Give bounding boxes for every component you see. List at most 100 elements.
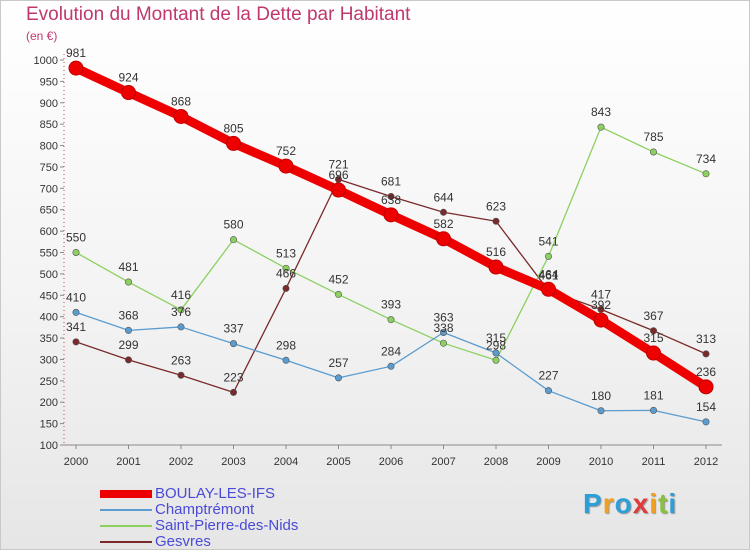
data-label: 368 [118,308,138,322]
data-label: 696 [328,168,348,182]
data-point [282,264,290,272]
data-label: 924 [118,71,138,85]
data-label: 284 [381,344,401,358]
data-point [278,158,294,174]
legend: BOULAY-LES-IFS Champtrémont Saint-Pierre-d… [100,485,350,550]
data-point [593,312,609,328]
data-point [646,345,661,361]
y-tick-label: 200 [40,397,58,409]
data-label: 805 [223,121,243,135]
data-point [125,278,133,286]
data-label: 752 [276,144,296,158]
x-tick-label: 2000 [64,456,88,468]
y-tick-label: 950 [40,76,58,88]
series-line-boulay-les-ifs [71,63,711,392]
data-point [436,231,451,247]
data-point [387,192,395,200]
data-label: 734 [696,152,716,166]
data-label: 393 [381,298,401,312]
data-label: 410 [66,290,86,304]
data-point [544,252,552,260]
legend-label: Champtrémont [155,501,255,518]
data-point [439,208,447,216]
data-point [492,356,500,364]
data-point [698,379,714,395]
y-tick-label: 350 [40,333,58,345]
data-label: 416 [171,288,191,302]
data-point [702,418,710,426]
y-tick-label: 450 [40,290,58,302]
data-point [649,327,657,335]
data-label: 513 [276,246,296,260]
data-point [177,323,185,331]
data-label: 623 [486,199,506,213]
data-point [226,135,241,151]
x-tick-label: 2008 [484,456,508,468]
data-point [173,108,189,124]
legend-label: Saint-Pierre-des-Nids [155,517,299,534]
data-label: 363 [433,310,453,324]
unit-label: (en €) [26,29,58,43]
data-point [230,388,238,396]
data-label: 644 [433,190,453,204]
y-tick-label: 800 [40,141,58,153]
data-label: 236 [696,365,716,379]
legend-item: Champtrémont [100,501,350,518]
x-tick-label: 2010 [589,456,613,468]
y-tick-label: 650 [40,205,58,217]
legend-item: BOULAY-LES-IFS [100,485,350,502]
data-point [331,182,346,198]
data-point [72,308,80,316]
data-label: 180 [591,389,611,403]
x-tick-label: 2004 [274,456,298,468]
data-label: 516 [486,245,506,259]
y-tick-label: 750 [40,162,58,174]
data-label: 367 [643,309,663,323]
data-point [649,148,657,156]
data-point [439,328,447,336]
data-point [387,316,395,324]
data-label: 392 [591,298,611,312]
data-point [230,340,238,348]
data-label: 338 [433,321,453,335]
x-tick-label: 2003 [221,456,245,468]
data-point [702,170,710,178]
legend-label: BOULAY-LES-IFS [155,485,276,502]
data-label: 580 [223,218,243,232]
x-tick-label: 2005 [326,456,350,468]
logo-letter: i [649,488,659,519]
data-point [492,217,500,225]
data-label: 464 [538,267,558,281]
legend-swatch [100,525,152,527]
data-point [121,85,136,101]
data-point [597,123,605,131]
data-point [334,290,342,298]
data-label: 481 [118,260,138,274]
data-label: 417 [591,287,611,301]
data-point [649,406,657,414]
x-tick-label: 2011 [642,456,666,468]
y-tick-label: 550 [40,248,58,260]
data-label: 181 [643,388,663,402]
data-point [125,356,133,364]
data-label: 315 [486,331,506,345]
data-label: 341 [66,320,86,334]
data-label: 638 [381,193,401,207]
data-label: 981 [66,46,86,60]
y-tick-label: 300 [40,354,58,366]
data-label: 541 [538,234,558,248]
data-point [177,371,185,379]
data-label: 461 [538,269,558,283]
y-tick-label: 100 [40,440,58,452]
data-label: 315 [643,331,663,345]
logo-letter: i [668,488,678,519]
data-label: 681 [381,174,401,188]
y-tick-label: 900 [40,98,58,110]
data-point [439,339,447,347]
data-point [282,356,290,364]
data-label: 298 [486,338,506,352]
x-tick-label: 2012 [694,456,718,468]
y-tick-label: 700 [40,183,58,195]
data-point [544,387,552,395]
data-point [68,60,84,76]
